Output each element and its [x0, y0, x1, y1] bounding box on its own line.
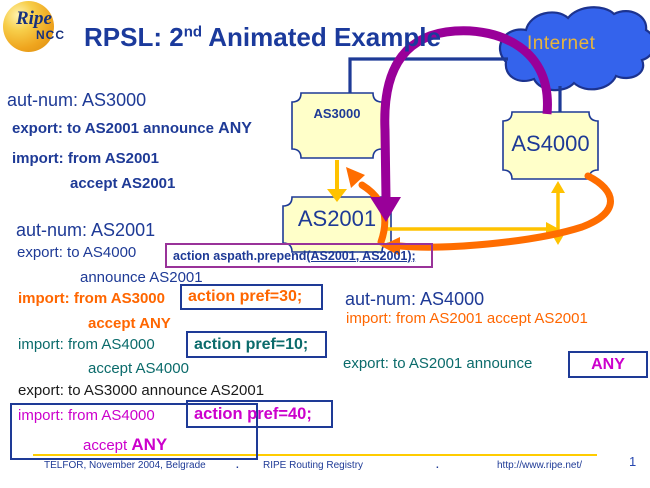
accept-any-word: ANY — [131, 435, 168, 454]
footer-separator-2: . — [436, 460, 439, 471]
policy-as2001-export: export: to AS4000 — [17, 244, 137, 261]
policy-as3000-export-text: export: to AS2001 announce — [12, 120, 219, 137]
arrow-purple-announcement — [370, 26, 552, 222]
title-part2: Animated Example — [202, 22, 441, 52]
internet-label: Internet — [527, 33, 596, 54]
node-as4000-label: AS4000 — [511, 131, 590, 156]
logo-sphere-icon — [3, 1, 54, 52]
aspath-action-args: (AS2001, AS2001); — [306, 248, 416, 263]
arrow-yellow-as3000-to-as2001 — [327, 160, 347, 202]
policy-as2001-announce: announce AS2001 — [80, 269, 203, 286]
policy-as3000-export: export: to AS2001 announce ANY — [12, 120, 252, 138]
arrow-orange-as4000-to-as2001 — [381, 172, 614, 256]
policy-as2001-accept-any: accept ANY — [88, 315, 171, 332]
policy-as2001-import-as3000: import: from AS3000 — [18, 290, 165, 307]
action-box-pref10: action pref=10; — [186, 331, 327, 358]
logo-ncc-text: NCC — [36, 28, 65, 42]
accept-word: accept — [83, 437, 132, 454]
policy-as3000-header: aut-num: AS3000 — [7, 90, 147, 110]
footer-registry: RIPE Routing Registry — [263, 460, 364, 471]
policy-as2001-accept-as4000: accept AS4000 — [88, 360, 189, 377]
policy-as2001-accept-any-b: accept ANY — [83, 435, 167, 455]
arrow-yellow-as2001-to-as4000 — [386, 222, 559, 236]
node-as3000-label: AS3000 — [313, 106, 361, 121]
node-as2001-label: AS2001 — [297, 206, 377, 231]
connector-as3000-internet — [348, 57, 508, 95]
footer-separator-1: . — [236, 460, 239, 471]
slide-title: RPSL: 2nd Animated Example — [84, 22, 441, 53]
logo-ripe-text: Ripe — [16, 8, 52, 29]
action-box-pref30: action pref=30; — [180, 284, 323, 310]
node-as3000 — [291, 92, 383, 159]
ripe-ncc-logo: Ripe NCC — [3, 0, 65, 54]
action-box-pref40: action pref=40; — [186, 400, 333, 428]
policy-as4000-import: import: from AS2001 accept AS2001 — [346, 310, 588, 327]
page-number: 1 — [629, 454, 637, 469]
any-box: ANY — [568, 351, 648, 378]
action-box-aspath-prepend: action aspath.prepend (AS2001, AS2001); — [165, 243, 433, 268]
highlight-box-import-as4000 — [10, 403, 258, 460]
policy-as4000-header: aut-num: AS4000 — [345, 289, 485, 309]
policy-as3000-accept: accept AS2001 — [70, 175, 176, 192]
policy-as2001-import-as4000: import: from AS4000 — [18, 336, 155, 353]
title-superscript: nd — [183, 23, 203, 41]
policy-as3000-import: import: from AS2001 — [12, 150, 159, 167]
policy-as2001-header: aut-num: AS2001 — [16, 220, 156, 240]
policy-as2001-export-as3000: export: to AS3000 announce AS2001 — [18, 382, 265, 399]
footer-venue: TELFOR, November 2004, Belgrade — [44, 460, 206, 471]
policy-as4000-export: export: to AS2001 announce — [343, 355, 533, 372]
title-part1: RPSL: 2 — [84, 22, 184, 52]
policy-as2001-import-as4000-b: import: from AS4000 — [18, 407, 155, 424]
footer-url: http://www.ripe.net/ — [497, 460, 583, 471]
aspath-action-text: action aspath.prepend — [173, 248, 307, 263]
policy-as3000-export-any: ANY — [218, 120, 252, 137]
